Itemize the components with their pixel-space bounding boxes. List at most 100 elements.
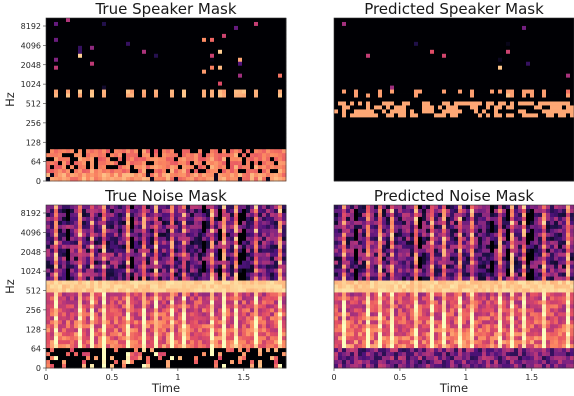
heatmap-cell — [518, 45, 523, 51]
heatmap-cell — [566, 33, 571, 39]
heatmap-cell — [162, 69, 167, 75]
heatmap-cell — [98, 153, 103, 158]
heatmap-cell — [254, 149, 259, 154]
heatmap-cell — [338, 161, 343, 166]
heatmap-cell — [106, 61, 111, 67]
heatmap-cell — [54, 173, 59, 178]
heatmap-cell — [498, 105, 503, 110]
heatmap-cell — [142, 161, 147, 166]
heatmap-cell — [418, 97, 423, 102]
heatmap-cell — [358, 41, 363, 47]
heatmap-cell — [158, 18, 163, 23]
heatmap-cell — [62, 173, 67, 178]
heatmap-cell — [162, 109, 167, 114]
heatmap-cell — [154, 57, 159, 63]
heatmap-cell — [70, 65, 75, 71]
heatmap-cell — [398, 29, 403, 35]
heatmap-cell — [82, 25, 87, 31]
heatmap-cell — [402, 18, 407, 23]
heatmap-cell — [78, 29, 83, 35]
heatmap-cell — [118, 161, 123, 166]
heatmap-cell — [446, 93, 451, 98]
heatmap-cell — [66, 29, 71, 35]
heatmap-cell — [46, 61, 51, 67]
heatmap-cell — [90, 109, 95, 114]
heatmap-cell — [218, 137, 223, 142]
heatmap-cell — [242, 69, 247, 75]
heatmap-cell — [502, 21, 507, 27]
heatmap-cell — [458, 81, 463, 86]
heatmap-cell — [338, 65, 343, 71]
heatmap-cell — [274, 25, 279, 31]
heatmap-cell — [154, 113, 159, 118]
heatmap-cell — [134, 173, 139, 178]
heatmap-cell — [454, 85, 459, 90]
heatmap-cell — [150, 65, 155, 71]
heatmap-cell — [110, 29, 115, 35]
heatmap-cell — [118, 37, 123, 43]
heatmap-cell — [546, 133, 551, 138]
heatmap-cell — [442, 33, 447, 39]
heatmap-cell — [398, 141, 403, 146]
heatmap-cell — [50, 169, 55, 174]
heatmap-cell — [114, 25, 119, 31]
heatmap-cell — [398, 129, 403, 134]
heatmap-cell — [242, 73, 247, 79]
heatmap-cell — [358, 141, 363, 146]
heatmap-cell — [102, 177, 107, 182]
heatmap-cell — [374, 129, 379, 134]
heatmap-cell — [486, 141, 491, 146]
heatmap-cell — [502, 125, 507, 130]
heatmap-cell — [570, 49, 574, 55]
heatmap-cell — [474, 41, 479, 47]
heatmap-cell — [370, 25, 375, 31]
heatmap-cell — [370, 93, 375, 98]
heatmap-cell — [214, 45, 219, 51]
heatmap-cell — [130, 109, 135, 114]
heatmap-cell — [526, 21, 531, 27]
heatmap-cell — [446, 33, 451, 39]
heatmap-cell — [62, 89, 67, 94]
heatmap-cell — [66, 149, 71, 154]
heatmap-cell — [366, 113, 371, 118]
heatmap-cell — [346, 69, 351, 75]
heatmap-cell — [110, 33, 115, 39]
heatmap-cell — [446, 149, 451, 154]
heatmap-cell — [138, 65, 143, 71]
heatmap-cell — [78, 21, 83, 27]
heatmap-cell — [166, 113, 171, 118]
heatmap-cell — [470, 49, 475, 55]
heatmap-cell — [390, 173, 395, 178]
heatmap-cell — [118, 177, 123, 182]
heatmap-cell — [226, 157, 231, 162]
heatmap-cell — [446, 65, 451, 71]
heatmap-cell — [90, 89, 95, 94]
heatmap-cell — [350, 25, 355, 31]
heatmap-cell — [190, 25, 195, 31]
heatmap-cell — [550, 169, 555, 174]
heatmap-cell — [426, 89, 431, 94]
heatmap-cell — [98, 45, 103, 51]
heatmap-cell — [74, 61, 79, 67]
heatmap-cell — [478, 137, 483, 142]
heatmap-cell — [82, 77, 87, 83]
heatmap-cell — [562, 121, 567, 126]
heatmap-cell — [114, 149, 119, 154]
heatmap-cell — [186, 113, 191, 118]
heatmap-cell — [366, 89, 371, 94]
heatmap-cell — [178, 141, 183, 146]
heatmap-cell — [550, 117, 555, 122]
heatmap-cell — [202, 149, 207, 154]
heatmap-cell — [90, 21, 95, 27]
heatmap-cell — [518, 177, 523, 182]
heatmap-cell — [202, 73, 207, 79]
heatmap-cell — [350, 93, 355, 98]
panel-1: Predicted Speaker Mask — [333, 0, 574, 182]
heatmap-cell — [362, 29, 367, 35]
heatmap-cell — [190, 105, 195, 110]
heatmap-cell — [554, 137, 559, 142]
heatmap-cell — [378, 33, 383, 39]
heatmap-cell — [50, 101, 55, 106]
heatmap-cell — [90, 33, 95, 39]
heatmap-cell — [450, 29, 455, 35]
